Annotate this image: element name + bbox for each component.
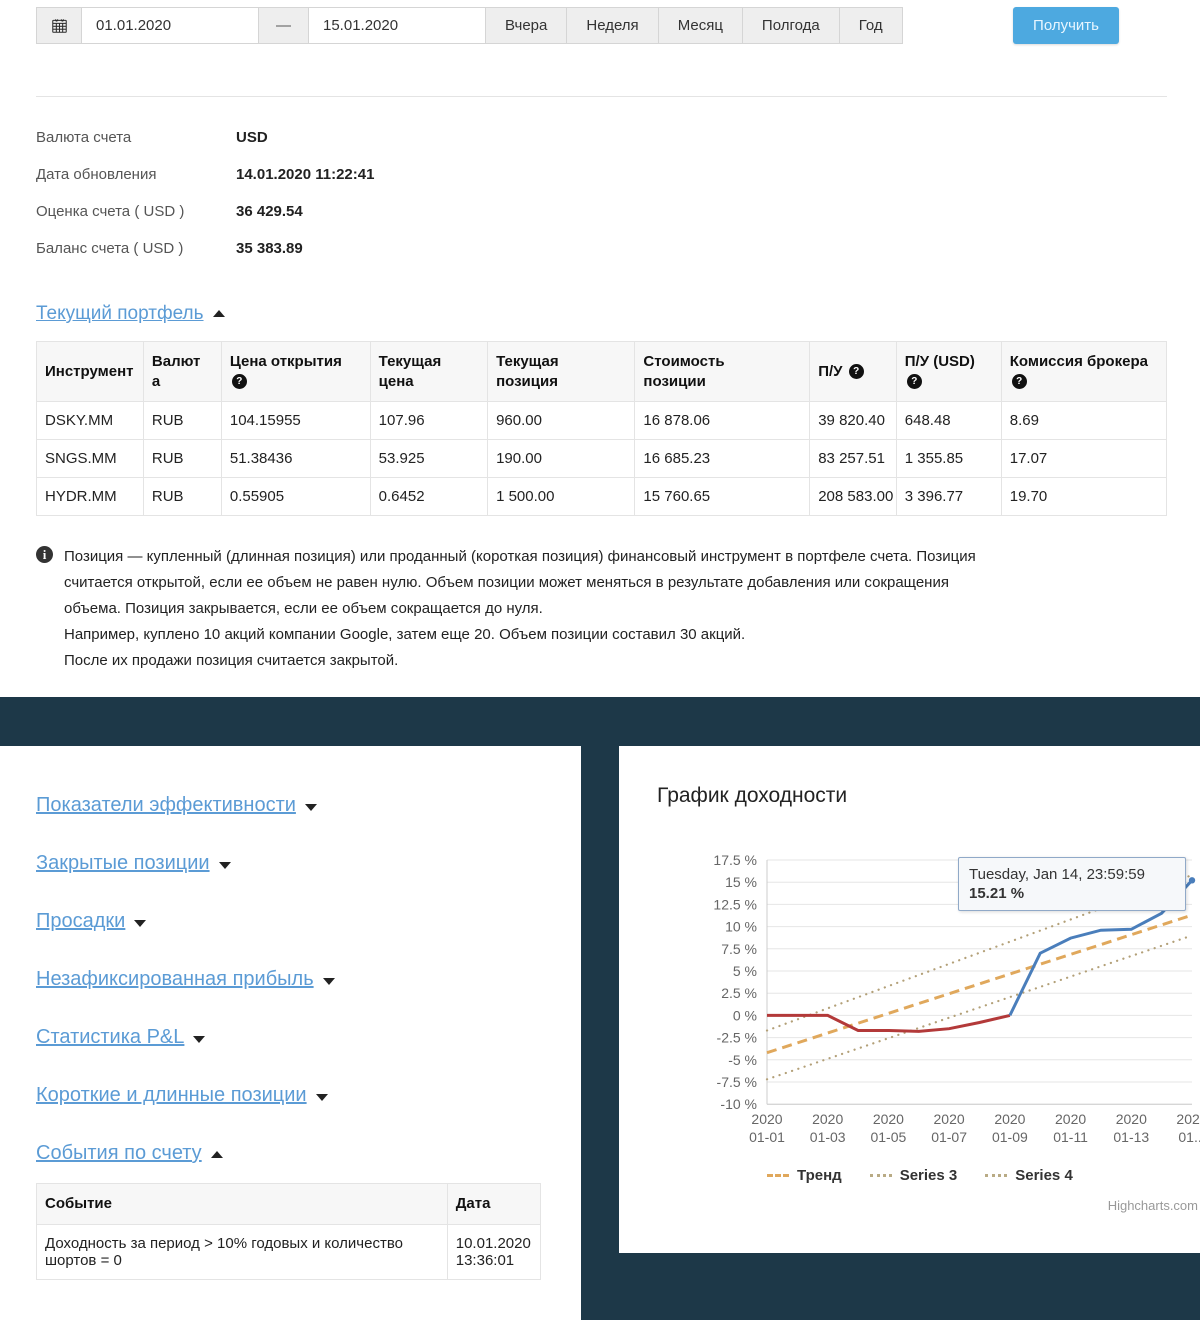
svg-text:-10 %: -10 % bbox=[720, 1096, 757, 1112]
svg-text:2020: 2020 bbox=[812, 1111, 843, 1127]
svg-text:-5 %: -5 % bbox=[728, 1052, 757, 1068]
svg-text:2020: 2020 bbox=[994, 1111, 1025, 1127]
svg-text:01-09: 01-09 bbox=[992, 1129, 1028, 1145]
svg-text:01-11: 01-11 bbox=[1053, 1129, 1088, 1145]
svg-text:01-01: 01-01 bbox=[749, 1129, 785, 1145]
svg-text:10 %: 10 % bbox=[725, 919, 757, 935]
svg-text:7.5 %: 7.5 % bbox=[721, 941, 757, 957]
svg-text:17.5 %: 17.5 % bbox=[713, 852, 757, 868]
svg-text:01-13: 01-13 bbox=[1113, 1129, 1149, 1145]
svg-text:-2.5 %: -2.5 % bbox=[717, 1030, 757, 1046]
svg-text:01-03: 01-03 bbox=[810, 1129, 846, 1145]
svg-text:2020: 2020 bbox=[934, 1111, 965, 1127]
svg-text:-7.5 %: -7.5 % bbox=[717, 1074, 757, 1090]
svg-text:2.5 %: 2.5 % bbox=[721, 985, 757, 1001]
svg-text:2020: 2020 bbox=[751, 1111, 782, 1127]
svg-text:2020: 2020 bbox=[1176, 1111, 1200, 1127]
svg-text:12.5 %: 12.5 % bbox=[713, 896, 757, 912]
svg-text:01-07: 01-07 bbox=[931, 1129, 967, 1145]
svg-text:15 %: 15 % bbox=[725, 874, 757, 890]
svg-text:2020: 2020 bbox=[1055, 1111, 1086, 1127]
svg-text:01...: 01... bbox=[1178, 1129, 1200, 1145]
svg-text:0 %: 0 % bbox=[733, 1007, 757, 1023]
svg-text:01-05: 01-05 bbox=[870, 1129, 906, 1145]
svg-text:2020: 2020 bbox=[1116, 1111, 1147, 1127]
svg-text:2020: 2020 bbox=[873, 1111, 904, 1127]
svg-text:5 %: 5 % bbox=[733, 963, 757, 979]
